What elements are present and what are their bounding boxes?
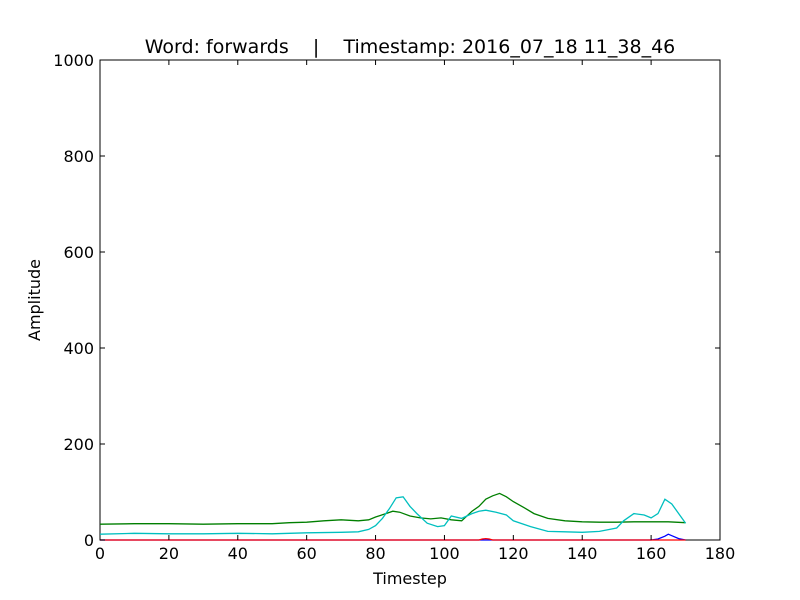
series-line-3: [100, 537, 686, 541]
x-tick-label: 20: [159, 544, 179, 563]
x-axis-label: Timestep: [372, 569, 447, 588]
x-tick-label: 180: [705, 544, 736, 563]
series-line-0: [99, 492, 686, 525]
plot-frame: [99, 59, 721, 541]
x-tick-label: 160: [636, 544, 667, 563]
y-tick-label: 1000: [53, 51, 94, 70]
series-layer: [99, 492, 687, 541]
x-tick-label: 0: [95, 544, 105, 563]
y-tick-label: 400: [63, 339, 94, 358]
x-tick-label: 60: [296, 544, 316, 563]
y-tick-label: 0: [84, 531, 94, 550]
x-tick-label: 120: [498, 544, 529, 563]
y-tick-label: 800: [63, 147, 94, 166]
y-tick-label: 600: [63, 243, 94, 262]
x-tick-label: 80: [365, 544, 385, 563]
x-tick-label: 100: [429, 544, 460, 563]
chart-title: Word: forwards | Timestamp: 2016_07_18 1…: [145, 36, 676, 58]
x-tick-label: 40: [228, 544, 248, 563]
series-line-1: [99, 496, 687, 535]
y-tick-label: 200: [63, 435, 94, 454]
y-axis-label: Amplitude: [25, 259, 44, 341]
x-tick-label: 140: [567, 544, 598, 563]
ticks-layer: 0 20 40 60 80 100 120 140 160 180 0 200 400 600 800 100…: [53, 51, 735, 563]
